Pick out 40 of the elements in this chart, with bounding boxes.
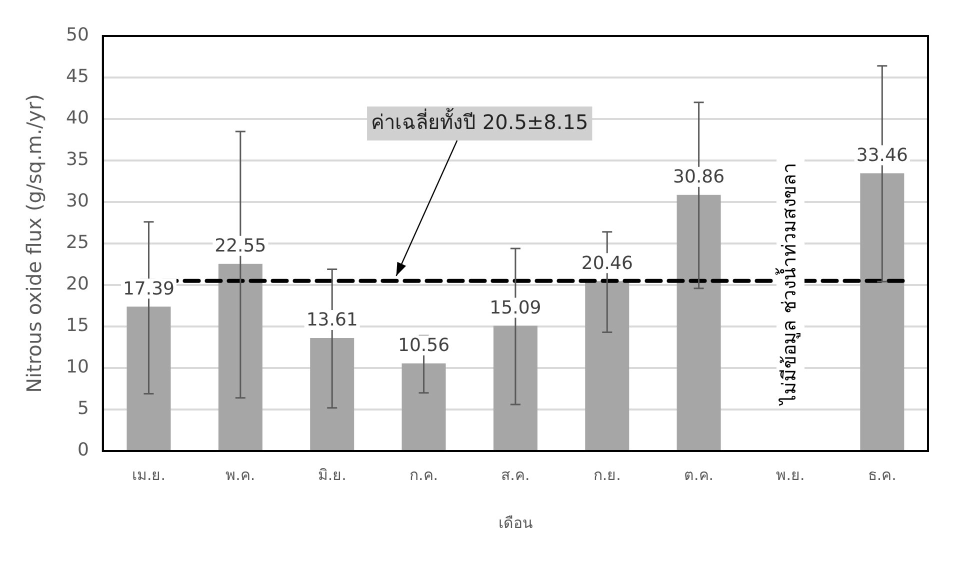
data-label: 22.55 <box>214 236 266 257</box>
y-tick-label: 40 <box>66 108 89 129</box>
x-tick-label: พ.ค. <box>226 466 256 484</box>
x-tick-label: เม.ย. <box>132 466 166 484</box>
annotation: ไม่มีข้อมูล ช่วงน้ำท่วมสงขลา <box>775 162 800 407</box>
x-tick-label: มิ.ย. <box>318 466 346 484</box>
x-tick-label: ก.ค. <box>410 466 438 484</box>
y-axis-title: Nitrous oxide flux (g/sq.m./yr) <box>22 94 46 393</box>
ref-line-label: ค่าเฉลี่ยทั้งปี 20.5±8.15 <box>371 108 588 134</box>
y-tick-label: 50 <box>66 24 89 46</box>
y-tick-label: 30 <box>66 190 89 212</box>
y-tick-label: 35 <box>66 149 89 170</box>
x-tick-label: พ.ย. <box>776 466 805 484</box>
bar <box>126 306 171 450</box>
y-tick-label: 5 <box>77 398 89 420</box>
bar <box>860 173 904 450</box>
y-tick-label: 10 <box>66 356 89 378</box>
bar <box>676 194 721 450</box>
data-label: 17.39 <box>122 278 175 300</box>
bar <box>585 281 630 450</box>
y-tick-label: 0 <box>77 440 89 461</box>
data-label: 30.86 <box>673 166 725 188</box>
bar <box>310 338 354 450</box>
data-label: 15.09 <box>490 297 542 318</box>
x-axis-title: เดือน <box>498 514 532 532</box>
bar <box>493 326 538 450</box>
x-tick-label: ต.ค. <box>684 466 714 484</box>
x-tick-label: ก.ย. <box>593 466 621 484</box>
data-label: 13.61 <box>306 310 358 331</box>
y-tick-label: 45 <box>66 66 89 88</box>
bar <box>402 363 446 450</box>
x-tick-label: ส.ค. <box>501 466 530 484</box>
x-tick-label: ธ.ค. <box>868 466 896 484</box>
bar <box>218 264 262 450</box>
data-label: 10.56 <box>398 335 450 356</box>
y-tick-label: 25 <box>66 232 89 254</box>
y-tick-label: 20 <box>66 274 89 295</box>
y-tick-label: 15 <box>66 315 89 336</box>
data-label: 33.46 <box>856 144 908 166</box>
data-label: 20.46 <box>581 252 633 274</box>
